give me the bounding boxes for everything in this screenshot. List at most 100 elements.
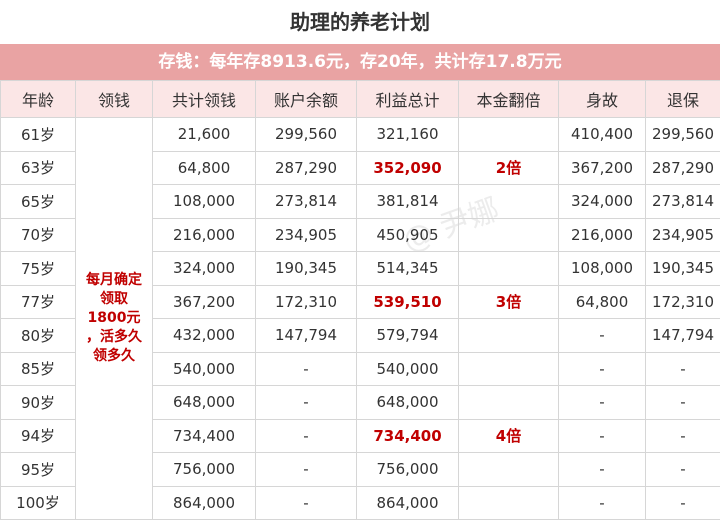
table-cell: 77岁 bbox=[1, 285, 76, 319]
table-cell: - bbox=[256, 386, 357, 420]
payout-line: 领多久 bbox=[76, 347, 152, 366]
table-cell bbox=[459, 218, 559, 252]
table-cell: 648,000 bbox=[357, 386, 459, 420]
table-cell: 216,000 bbox=[153, 218, 256, 252]
table-cell: 273,814 bbox=[646, 185, 720, 219]
table-cell: 299,560 bbox=[256, 118, 357, 152]
table-cell: - bbox=[646, 419, 720, 453]
table-cell: 75岁 bbox=[1, 252, 76, 286]
table-cell: - bbox=[256, 453, 357, 487]
table-cell: - bbox=[646, 453, 720, 487]
table-cell: 94岁 bbox=[1, 419, 76, 453]
table-cell: - bbox=[559, 352, 646, 386]
table-cell bbox=[459, 118, 559, 152]
table-cell: 579,794 bbox=[357, 319, 459, 353]
column-header: 共计领钱 bbox=[153, 81, 256, 118]
table-cell: 381,814 bbox=[357, 185, 459, 219]
payout-line: 1800元 bbox=[76, 309, 152, 328]
table-cell: - bbox=[559, 453, 646, 487]
table-cell: 234,905 bbox=[256, 218, 357, 252]
column-header: 身故 bbox=[559, 81, 646, 118]
payout-line: 每月确定 bbox=[76, 271, 152, 290]
table-cell: - bbox=[256, 352, 357, 386]
table-cell: 190,345 bbox=[646, 252, 720, 286]
table-cell: 648,000 bbox=[153, 386, 256, 420]
table-cell: 70岁 bbox=[1, 218, 76, 252]
table-cell: 432,000 bbox=[153, 319, 256, 353]
table-cell: 324,000 bbox=[559, 185, 646, 219]
column-header: 账户余额 bbox=[256, 81, 357, 118]
table-cell: 65岁 bbox=[1, 185, 76, 219]
header-row: 年龄领钱共计领钱账户余额利益总计本金翻倍身故退保 bbox=[1, 81, 720, 118]
table-cell: 90岁 bbox=[1, 386, 76, 420]
title: 助理的养老计划 bbox=[0, 0, 720, 44]
table-cell bbox=[459, 453, 559, 487]
table-cell: 147,794 bbox=[256, 319, 357, 353]
table-cell: 190,345 bbox=[256, 252, 357, 286]
table-cell: 21,600 bbox=[153, 118, 256, 152]
table-cell: - bbox=[559, 386, 646, 420]
table-cell: 3倍 bbox=[459, 285, 559, 319]
table-cell bbox=[459, 185, 559, 219]
table-cell: 172,310 bbox=[256, 285, 357, 319]
table-cell: 85岁 bbox=[1, 352, 76, 386]
payout-line: 领取 bbox=[76, 290, 152, 309]
column-header: 本金翻倍 bbox=[459, 81, 559, 118]
table-cell: 540,000 bbox=[357, 352, 459, 386]
column-header: 利益总计 bbox=[357, 81, 459, 118]
table-cell: 2倍 bbox=[459, 151, 559, 185]
table-cell: 4倍 bbox=[459, 419, 559, 453]
table-cell: - bbox=[646, 386, 720, 420]
table-cell: 756,000 bbox=[357, 453, 459, 487]
table-cell bbox=[459, 252, 559, 286]
column-header: 退保 bbox=[646, 81, 720, 118]
table-cell: 234,905 bbox=[646, 218, 720, 252]
table-cell: - bbox=[256, 486, 357, 520]
table-cell: 450,905 bbox=[357, 218, 459, 252]
table-cell: 367,200 bbox=[559, 151, 646, 185]
payout-line: ，活多久 bbox=[76, 328, 152, 347]
table-cell: 756,000 bbox=[153, 453, 256, 487]
table-cell: 324,000 bbox=[153, 252, 256, 286]
table-cell bbox=[459, 352, 559, 386]
table-cell: 108,000 bbox=[559, 252, 646, 286]
table-cell: - bbox=[646, 486, 720, 520]
table-cell: - bbox=[559, 486, 646, 520]
table-cell: 734,400 bbox=[153, 419, 256, 453]
table-cell bbox=[459, 319, 559, 353]
table-cell: 61岁 bbox=[1, 118, 76, 152]
table-cell: 63岁 bbox=[1, 151, 76, 185]
table-cell: 80岁 bbox=[1, 319, 76, 353]
table-cell: - bbox=[256, 419, 357, 453]
table-cell: 367,200 bbox=[153, 285, 256, 319]
table-cell: 299,560 bbox=[646, 118, 720, 152]
column-header: 年龄 bbox=[1, 81, 76, 118]
table-cell: 539,510 bbox=[357, 285, 459, 319]
table-cell: 100岁 bbox=[1, 486, 76, 520]
table-cell: 95岁 bbox=[1, 453, 76, 487]
table-cell: 864,000 bbox=[153, 486, 256, 520]
table-cell: 147,794 bbox=[646, 319, 720, 353]
table-cell: - bbox=[646, 352, 720, 386]
table-cell: 540,000 bbox=[153, 352, 256, 386]
table-cell: 514,345 bbox=[357, 252, 459, 286]
table-cell bbox=[459, 486, 559, 520]
table-cell: 64,800 bbox=[559, 285, 646, 319]
column-header: 领钱 bbox=[76, 81, 153, 118]
table-cell: 287,290 bbox=[646, 151, 720, 185]
table-cell: 273,814 bbox=[256, 185, 357, 219]
table-cell: 352,090 bbox=[357, 151, 459, 185]
table-cell: 108,000 bbox=[153, 185, 256, 219]
table-cell: 287,290 bbox=[256, 151, 357, 185]
table-cell: - bbox=[559, 419, 646, 453]
table-cell: 64,800 bbox=[153, 151, 256, 185]
table-cell: - bbox=[559, 319, 646, 353]
table-cell bbox=[459, 386, 559, 420]
banner: 存钱：每年存8913.6元，存20年，共计存17.8万元 bbox=[0, 44, 720, 80]
table-cell: 172,310 bbox=[646, 285, 720, 319]
table-cell: 321,160 bbox=[357, 118, 459, 152]
